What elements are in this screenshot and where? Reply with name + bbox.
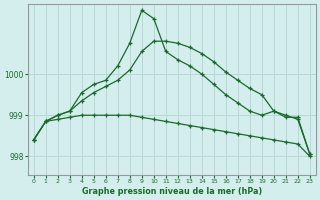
X-axis label: Graphe pression niveau de la mer (hPa): Graphe pression niveau de la mer (hPa) [82, 187, 262, 196]
